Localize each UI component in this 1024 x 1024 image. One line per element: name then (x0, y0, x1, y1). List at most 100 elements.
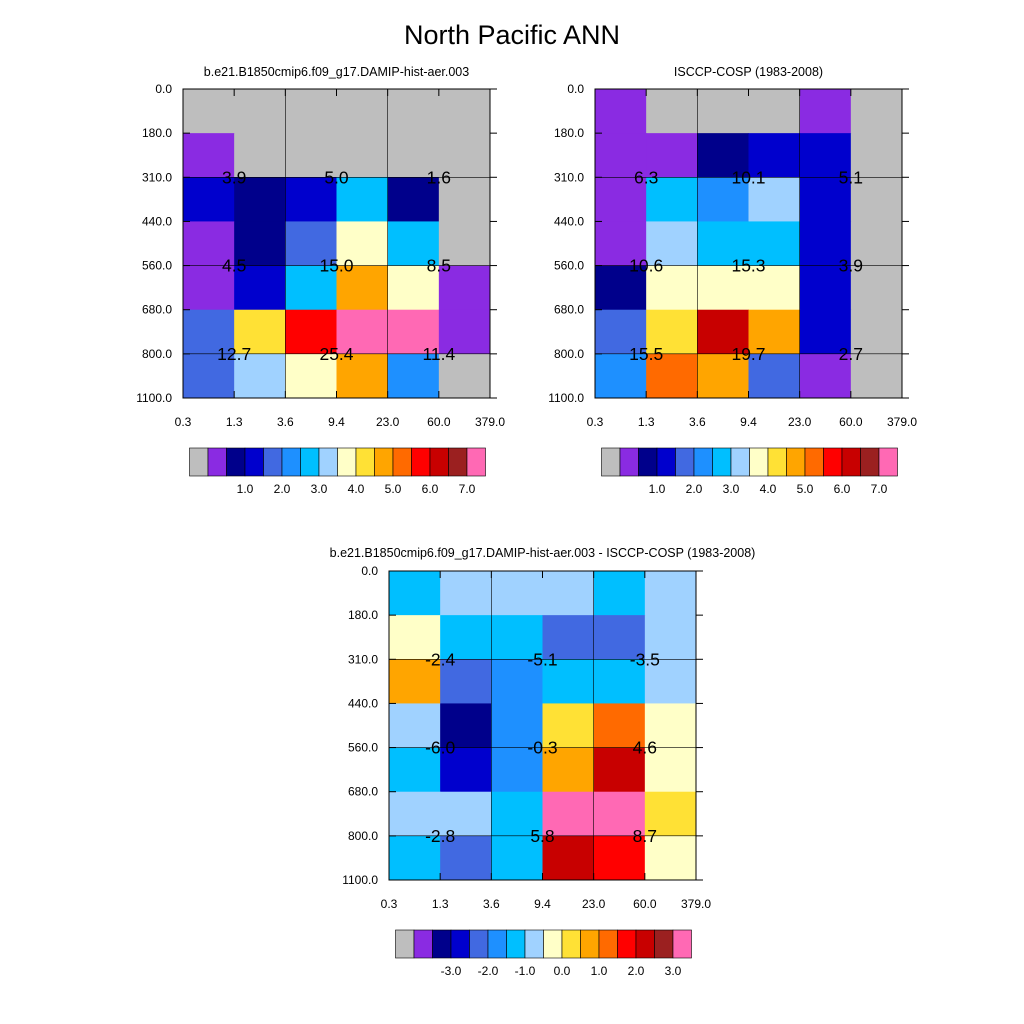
panel-title: b.e21.B1850cmip6.f09_g17.DAMIP-hist-aer.… (204, 65, 469, 79)
heatmap-cell-r3-c1 (440, 703, 492, 749)
value-label-r1-c1: 15.3 (731, 256, 765, 276)
value-label-r2-c1: 25.4 (319, 344, 353, 364)
heatmap-cell-r4-c2 (285, 265, 337, 311)
colorbar-label: 7.0 (459, 482, 476, 496)
colorbar-box (337, 447, 357, 477)
x-tick-label: 60.0 (427, 415, 451, 429)
value-label-r0-c1: -5.1 (527, 649, 557, 669)
heatmap-cell-r4-c1 (646, 265, 698, 311)
heatmap-cell-r1-c0 (595, 133, 647, 178)
colorbar-label: 2.0 (274, 482, 291, 496)
heatmap-cell-r6-c3 (542, 835, 595, 881)
y-tick-label: 180.0 (348, 608, 378, 622)
heatmap-cell-r5-c3 (542, 791, 595, 837)
colorbar-box (432, 929, 452, 959)
heatmap-cell-r1-c4 (387, 133, 440, 178)
heatmap-cell-r2-c5 (438, 177, 491, 222)
colorbar-label: 4.0 (760, 482, 777, 496)
heatmap-cell-r4-c3 (336, 265, 389, 311)
x-tick-label: 0.3 (381, 897, 398, 911)
y-tick-label: 0.0 (567, 82, 584, 96)
heatmap-cell-r3-c5 (644, 703, 697, 749)
value-label-r1-c0: -6.0 (425, 738, 455, 758)
heatmap-cell-r0-c2 (697, 89, 749, 134)
heatmap-cell-r0-c1 (440, 571, 492, 616)
heatmap-cell-r6-c0 (183, 353, 235, 399)
colorbar-box (263, 447, 283, 477)
heatmap-cell-r1-c0 (183, 133, 235, 178)
heatmap-cell-r5-c5 (644, 791, 697, 837)
colorbar-box (448, 447, 468, 477)
heatmap-cell-r4-c5 (438, 265, 491, 311)
heatmap-cell-r5-c2 (697, 309, 749, 355)
heatmap-cell-r6-c5 (438, 353, 491, 399)
colorbar-label: 2.0 (686, 482, 703, 496)
x-tick-label: 3.6 (277, 415, 294, 429)
y-tick-label: 680.0 (554, 303, 584, 317)
page-title: North Pacific ANN (404, 20, 620, 50)
colorbar-label: 3.0 (665, 964, 682, 978)
value-label-r0-c1: 10.1 (731, 167, 765, 187)
heatmap-cell-r0-c4 (799, 89, 852, 134)
y-tick-label: 0.0 (361, 564, 378, 578)
heatmap-cell-r4-c4 (799, 265, 852, 311)
value-label-r1-c2: 8.5 (427, 256, 451, 276)
heatmap-cell-r2-c2 (285, 177, 337, 222)
heatmap-cell-r1-c2 (491, 615, 543, 660)
colorbar-label: 6.0 (834, 482, 851, 496)
heatmap-cell-r2-c5 (644, 659, 697, 704)
colorbar-label: 5.0 (385, 482, 402, 496)
colorbar-label: 3.0 (723, 482, 740, 496)
heatmap-cell-r1-c0 (389, 615, 441, 660)
heatmap-cell-r0-c0 (595, 89, 647, 134)
x-tick-label: 3.6 (483, 897, 500, 911)
heatmap-cell-r3-c4 (799, 221, 852, 267)
heatmap-cell-r4-c1 (440, 747, 492, 793)
x-tick-label: 9.4 (740, 415, 757, 429)
heatmap-cell-r1-c5 (644, 615, 697, 660)
panel-title: b.e21.B1850cmip6.f09_g17.DAMIP-hist-aer.… (330, 546, 756, 560)
x-tick-label: 9.4 (328, 415, 345, 429)
heatmap-cell-r5-c5 (850, 309, 903, 355)
heatmap-cell-r1-c4 (799, 133, 852, 178)
heatmap-cell-r2-c1 (646, 177, 698, 222)
colorbar-box (450, 929, 470, 959)
y-tick-label: 440.0 (348, 696, 378, 710)
colorbar-label: -3.0 (441, 964, 462, 978)
heatmap-cell-r5-c2 (491, 791, 543, 837)
colorbar-box (244, 447, 264, 477)
colorbar-box (635, 929, 655, 959)
colorbar-box (823, 447, 843, 477)
value-label-r1-c1: 15.0 (319, 256, 353, 276)
value-label-r2-c2: 8.7 (633, 826, 657, 846)
heatmap-cell-r0-c1 (646, 89, 698, 134)
value-label-r1-c0: 10.6 (629, 256, 663, 276)
colorbar-box (561, 929, 581, 959)
heatmap-cell-r2-c0 (183, 177, 235, 222)
value-label-r0-c0: 6.3 (634, 167, 658, 187)
x-tick-label: 1.3 (226, 415, 243, 429)
heatmap-cell-r2-c0 (389, 659, 441, 704)
heatmap-cell-r0-c5 (850, 89, 903, 134)
colorbar-box (656, 447, 676, 477)
colorbar-box (487, 929, 507, 959)
heatmap-cell-r4-c2 (491, 747, 543, 793)
x-tick-label: 1.3 (638, 415, 655, 429)
colorbar-box (580, 929, 600, 959)
y-tick-label: 560.0 (142, 259, 172, 273)
y-tick-label: 310.0 (554, 170, 584, 184)
colorbar-box (543, 929, 563, 959)
heatmap-cell-r1-c3 (542, 615, 595, 660)
colorbar-box (318, 447, 338, 477)
colorbar-box (654, 929, 674, 959)
x-tick-label: 3.6 (689, 415, 706, 429)
y-tick-label: 1100.0 (548, 391, 584, 405)
heatmap-cell-r0-c5 (644, 571, 697, 616)
heatmap-cell-r5-c4 (387, 309, 440, 355)
heatmap-cell-r5-c3 (748, 309, 801, 355)
colorbar-box (355, 447, 375, 477)
value-label-r0-c0: -2.4 (425, 649, 455, 669)
colorbar-box (878, 447, 898, 477)
value-label-r1-c1: -0.3 (527, 738, 557, 758)
